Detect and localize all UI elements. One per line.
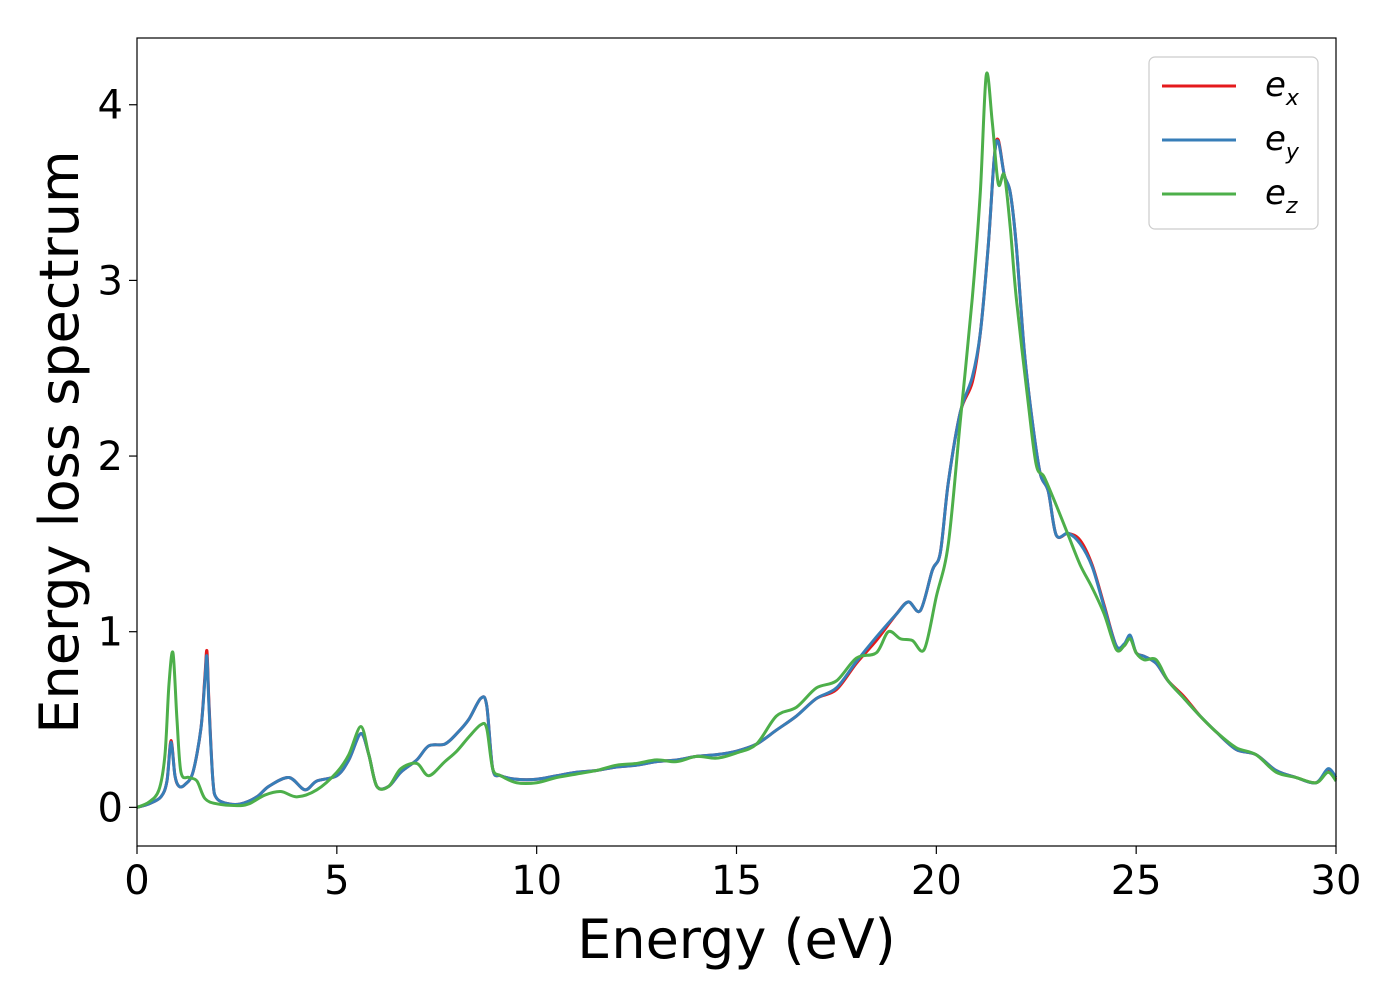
x-tick-label: 5 xyxy=(324,858,349,904)
x-tick-label: 10 xyxy=(511,858,562,904)
series-line-x xyxy=(136,137,1338,809)
y-tick-label: 0 xyxy=(98,785,123,831)
y-tick-label: 4 xyxy=(98,83,123,129)
legend-label-y: ey xyxy=(1265,119,1300,165)
y-tick-label: 2 xyxy=(98,434,123,480)
legend-label-x: ex xyxy=(1265,65,1300,111)
series-line-y xyxy=(136,139,1338,809)
y-tick-label: 1 xyxy=(98,610,123,656)
x-tick-label: 25 xyxy=(1111,858,1162,904)
legend-box xyxy=(1148,56,1319,230)
x-tick-label: 15 xyxy=(711,858,762,904)
series-lines xyxy=(136,71,1338,809)
x-tick-label: 20 xyxy=(911,858,962,904)
x-tick-label: 0 xyxy=(124,858,149,904)
y-axis-ticks: 0 1 2 3 4 xyxy=(98,83,137,831)
x-axis-ticks: 0 5 10 15 20 25 30 xyxy=(124,846,1361,904)
y-axis-label: Energy loss spectrum xyxy=(28,150,91,733)
x-tick-label: 30 xyxy=(1311,858,1362,904)
y-tick-label: 3 xyxy=(98,258,123,304)
x-axis-label: Energy (eV) xyxy=(577,908,896,971)
series-line-z xyxy=(136,71,1338,809)
